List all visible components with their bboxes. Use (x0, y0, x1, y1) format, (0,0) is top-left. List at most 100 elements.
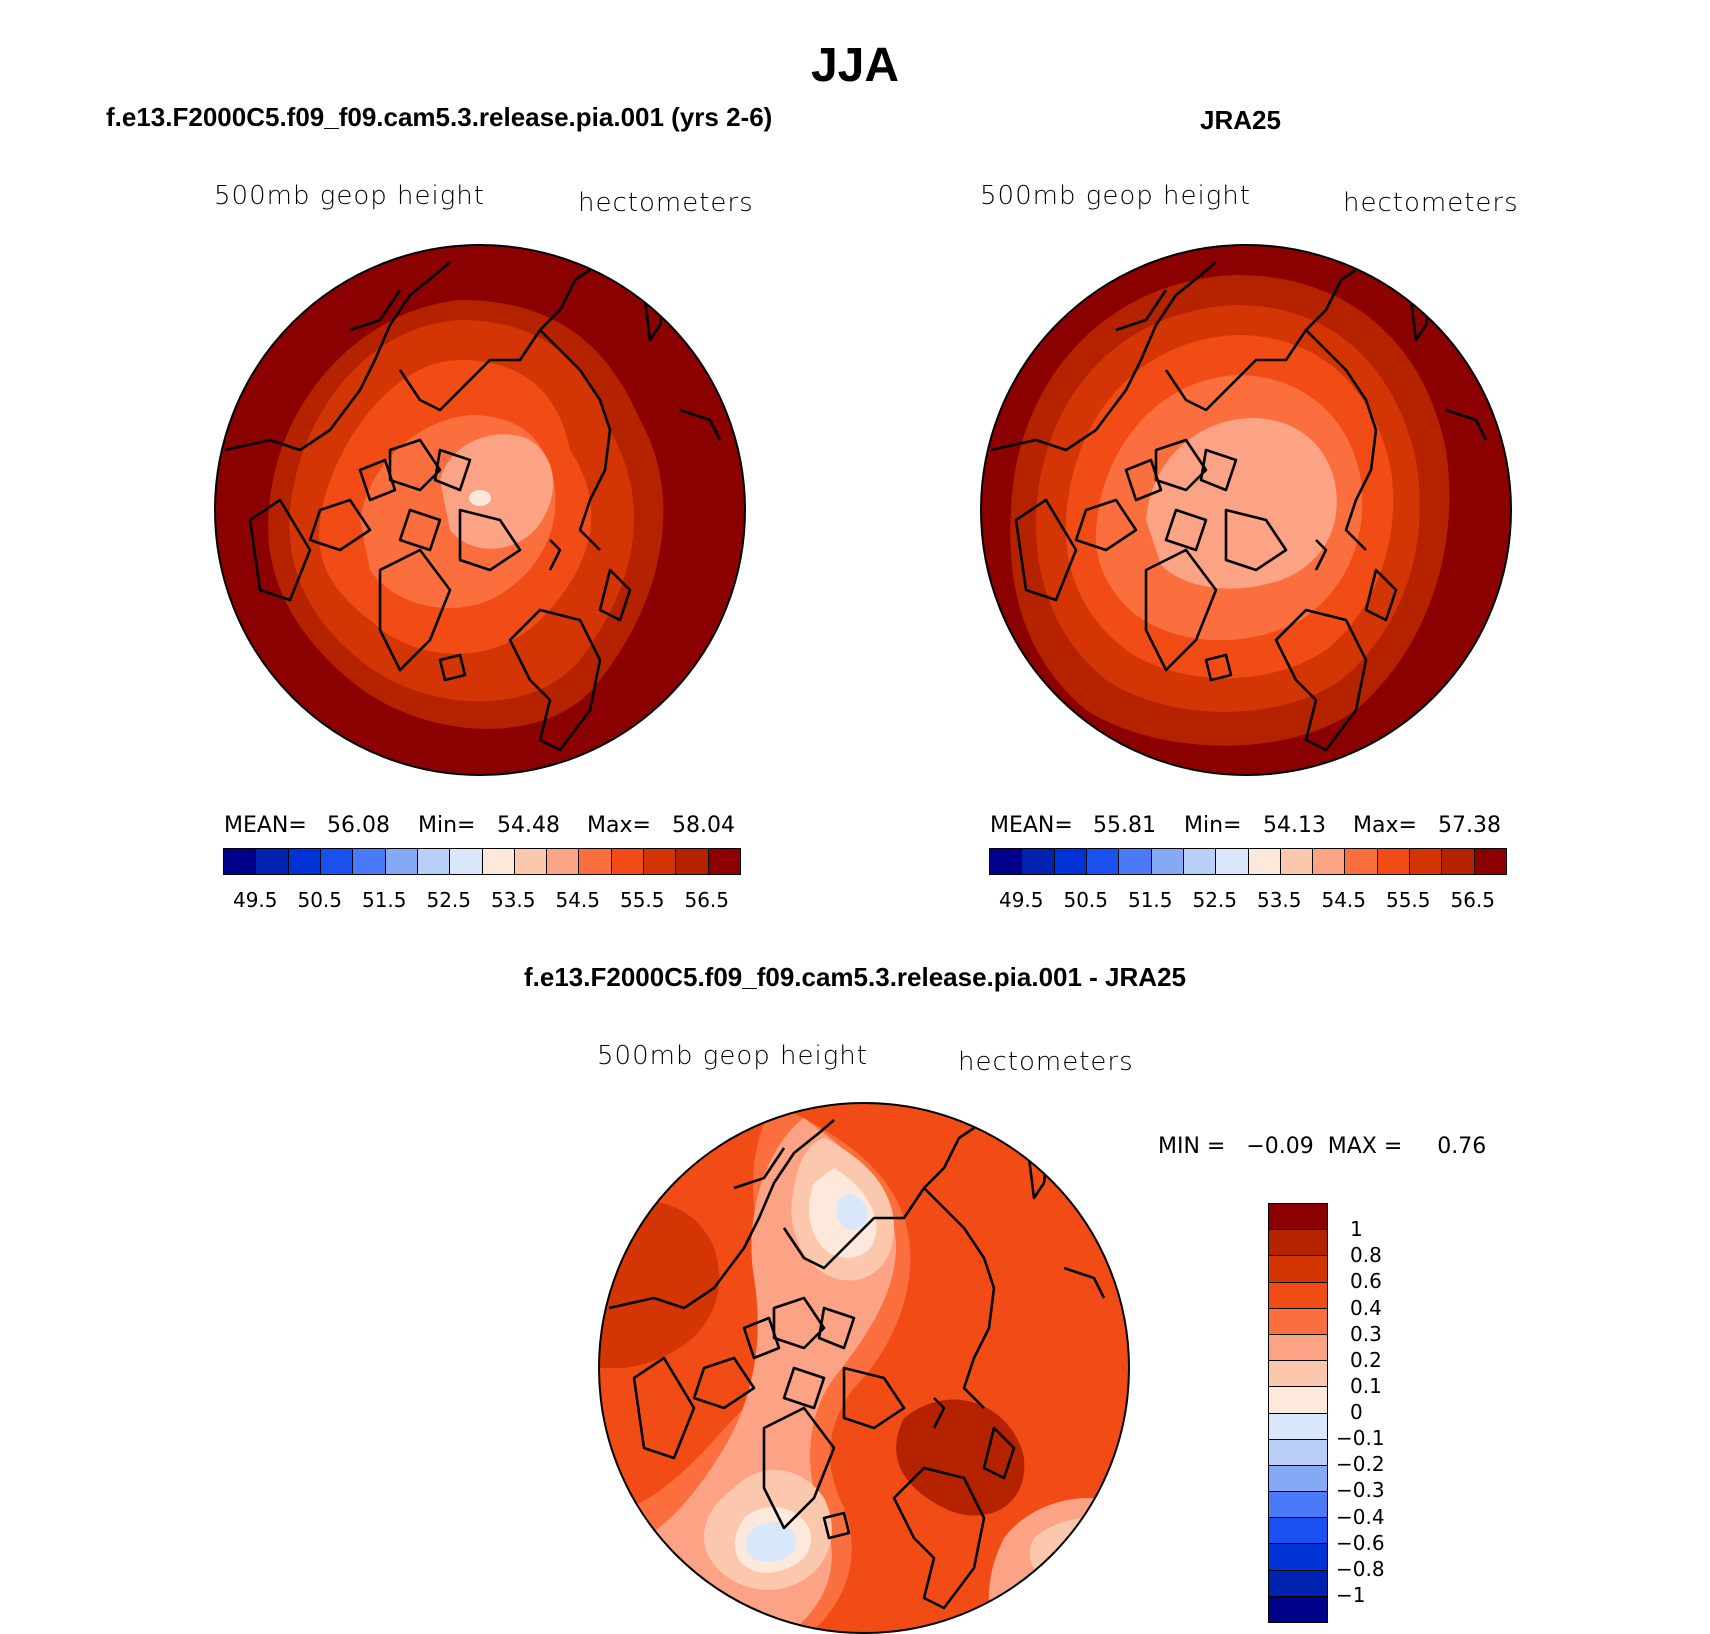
colorbar-swatch (1474, 849, 1506, 874)
colorbar-swatch (1086, 849, 1120, 874)
colorbar-swatch (547, 849, 580, 874)
colorbar-tick-label: 52.5 (426, 888, 472, 912)
obs-mean-label: MEAN= (990, 813, 1073, 838)
colorbar-tick-label: 49.5 (998, 888, 1044, 912)
colorbar-tick-label: 0.2 (1350, 1347, 1382, 1372)
diff-panel-title: f.e13.F2000C5.f09_f09.cam5.3.release.pia… (524, 962, 1186, 992)
colorbar-swatch (1269, 1334, 1327, 1362)
colorbar-swatch (385, 849, 418, 874)
obs-colorbar-labels: 49.5 50.5 51.5 52.5 53.5 54.5 55.5 56.5 (989, 888, 1505, 914)
colorbar-swatch (1269, 1596, 1327, 1622)
colorbar-tick-label: 53.5 (490, 888, 536, 912)
diff-band-neg0.1-south (745, 1521, 797, 1562)
colorbar-swatch (1442, 849, 1475, 874)
colorbar-swatch (1269, 1518, 1327, 1545)
colorbar-swatch (1054, 849, 1087, 874)
colorbar-tick-label: 1 (1350, 1217, 1363, 1242)
colorbar-tick-label: 55.5 (619, 888, 665, 912)
colorbar-tick-label: 53.5 (1256, 888, 1302, 912)
colorbar-tick-label: 0.8 (1350, 1243, 1382, 1268)
model-polar-map (214, 244, 746, 776)
colorbar-tick-label: −1 (1336, 1582, 1366, 1607)
colorbar-swatch (1269, 1282, 1327, 1309)
colorbar-swatch (579, 849, 612, 874)
model-min-value: 54.48 (497, 813, 560, 838)
obs-polar-map (980, 244, 1512, 776)
model-max-label: Max= (587, 813, 651, 838)
colorbar-swatch (288, 849, 321, 874)
colorbar-tick-label: 0.1 (1350, 1373, 1382, 1398)
diff-band-0.1-se (1029, 1517, 1129, 1600)
colorbar-swatch (1216, 849, 1249, 874)
colorbar-tick-label: 50.5 (297, 888, 343, 912)
colorbar-swatch (1248, 849, 1281, 874)
model-map-border (214, 244, 746, 776)
colorbar-swatch (224, 849, 257, 874)
obs-colorbar (989, 848, 1507, 875)
colorbar-swatch (450, 849, 483, 874)
obs-max-value: 57.38 (1438, 813, 1501, 838)
obs-units-label: hectometers (1343, 188, 1519, 218)
model-min-label: Min= (418, 813, 476, 838)
colorbar-tick-label: 55.5 (1385, 888, 1431, 912)
colorbar-swatch (1269, 1413, 1327, 1440)
colorbar-tick-label: 51.5 (361, 888, 407, 912)
colorbar-tick-label: −0.4 (1336, 1504, 1385, 1529)
obs-max-label: Max= (1353, 813, 1417, 838)
model-max-value: 58.04 (672, 813, 735, 838)
diff-band-0.8-east (896, 1399, 1025, 1516)
colorbar-tick-label: 54.5 (1321, 888, 1367, 912)
colorbar-tick-label: −0.6 (1336, 1530, 1385, 1555)
figure-title: JJA (810, 39, 900, 92)
colorbar-tick-label: 0.3 (1350, 1321, 1382, 1346)
colorbar-swatch (514, 849, 548, 874)
diff-band-neg0.1-se (1067, 1533, 1129, 1590)
colorbar-swatch (1269, 1308, 1327, 1335)
model-mean-value: 56.08 (327, 813, 390, 838)
colorbar-tick-label: 54.5 (555, 888, 601, 912)
colorbar-swatch (1269, 1387, 1327, 1414)
colorbar-tick-label: −0.2 (1336, 1452, 1385, 1477)
model-panel-title: f.e13.F2000C5.f09_f09.cam5.3.release.pia… (106, 102, 773, 132)
obs-band-54.0 (1146, 418, 1337, 589)
colorbar-tick-label: 0 (1350, 1400, 1363, 1424)
colorbar-swatch (1269, 1439, 1327, 1466)
obs-map-border (980, 244, 1512, 776)
colorbar-tick-label: 0.6 (1350, 1269, 1382, 1294)
colorbar-swatch (1151, 849, 1184, 874)
colorbar-swatch (1269, 1204, 1327, 1231)
colorbar-swatch (320, 849, 354, 874)
obs-mean-value: 55.81 (1093, 813, 1156, 838)
colorbar-swatch (1313, 849, 1346, 874)
model-variable-label: 500mb geop height (214, 181, 485, 211)
model-colorbar (223, 848, 741, 875)
colorbar-swatch (1119, 849, 1152, 874)
colorbar-swatch (1410, 849, 1443, 874)
obs-variable-label: 500mb geop height (980, 181, 1251, 211)
colorbar-swatch (611, 849, 645, 874)
diff-minmax-text: MIN = −0.09 MAX = 0.76 (1158, 1134, 1487, 1159)
obs-min-value: 54.13 (1263, 813, 1326, 838)
colorbar-tick-label: 52.5 (1192, 888, 1238, 912)
colorbar-swatch (644, 849, 677, 874)
diff-band-neg0.1-north (836, 1193, 869, 1230)
colorbar-swatch (708, 849, 740, 874)
colorbar-swatch (1269, 1544, 1327, 1571)
colorbar-swatch (1269, 1256, 1327, 1283)
colorbar-tick-label: 0.4 (1350, 1295, 1382, 1320)
model-band-53.5 (469, 490, 491, 506)
colorbar-swatch (1345, 849, 1378, 874)
colorbar-tick-label: −0.1 (1336, 1426, 1385, 1451)
diff-units-label: hectometers (958, 1047, 1134, 1077)
model-units-label: hectometers (578, 188, 754, 218)
colorbar-swatch (1269, 1230, 1327, 1257)
colorbar-tick-label: 56.5 (684, 888, 730, 912)
colorbar-swatch (353, 849, 386, 874)
obs-panel-title: JRA25 (1200, 105, 1281, 135)
obs-min-label: Min= (1184, 813, 1242, 838)
colorbar-swatch (1269, 1492, 1327, 1519)
colorbar-swatch (1183, 849, 1217, 874)
colorbar-swatch (1022, 849, 1055, 874)
colorbar-tick-label: −0.3 (1336, 1478, 1385, 1503)
colorbar-tick-label: −0.8 (1336, 1556, 1385, 1581)
